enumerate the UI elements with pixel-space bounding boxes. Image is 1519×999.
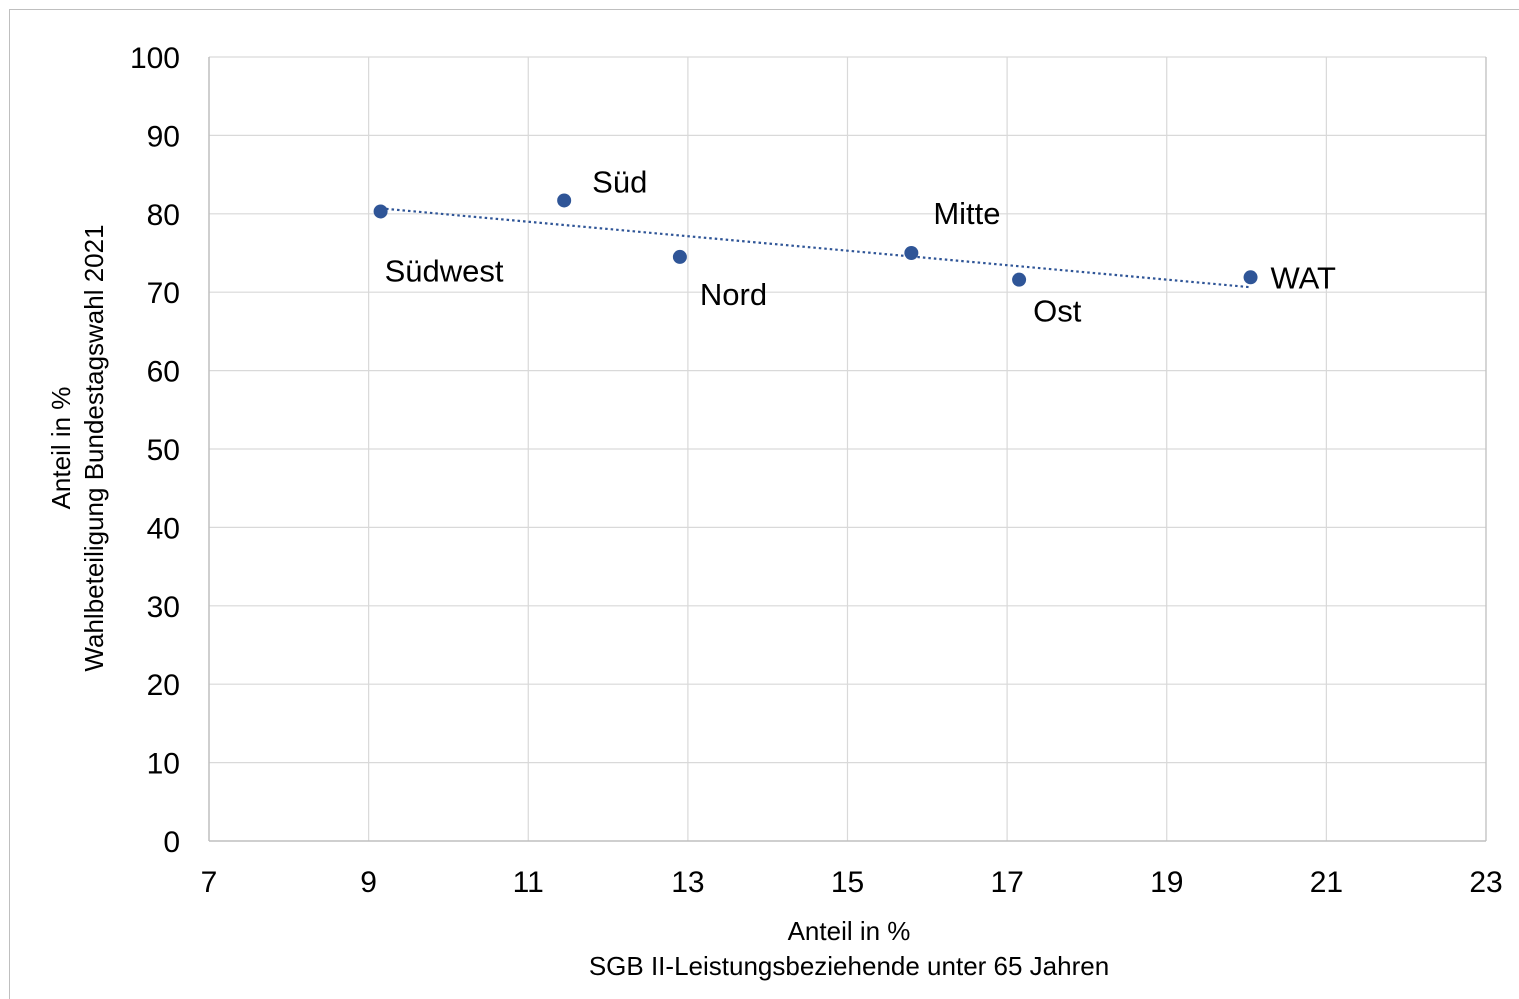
y-tick-labels: 0 10 20 30 40 50 60 70 80 90 100 bbox=[130, 42, 180, 859]
y-axis-title-line-2: Wahlbeteiligung Bundestagswahl 2021 bbox=[79, 224, 109, 671]
y-tick-label: 60 bbox=[147, 356, 180, 389]
x-tick-label: 11 bbox=[513, 866, 544, 899]
data-point-ost bbox=[1012, 272, 1027, 287]
x-tick-label: 9 bbox=[360, 866, 377, 899]
y-tick-label: 70 bbox=[147, 277, 180, 310]
point-label-wat: WAT bbox=[1271, 260, 1336, 295]
y-tick-label: 80 bbox=[147, 199, 180, 232]
data-point-wat bbox=[1243, 270, 1258, 285]
x-tick-label: 15 bbox=[831, 866, 864, 899]
y-tick-label: 100 bbox=[130, 42, 180, 75]
y-tick-label: 50 bbox=[147, 434, 180, 467]
x-tick-label: 23 bbox=[1469, 866, 1502, 899]
trendline-line bbox=[380, 207, 1251, 289]
grid-lines bbox=[209, 56, 1487, 841]
data-points bbox=[373, 193, 1258, 287]
point-labels: Südwest Süd Nord Mitte Ost WAT bbox=[385, 164, 1336, 328]
x-axis-title-line-1: Anteil in % bbox=[788, 916, 911, 946]
x-tick-label: 13 bbox=[671, 866, 704, 899]
point-label-südwest: Südwest bbox=[385, 253, 504, 288]
x-tick-labels: 7 9 11 13 15 17 19 21 23 bbox=[201, 866, 1503, 899]
data-point-südwest bbox=[373, 204, 388, 219]
data-point-nord bbox=[672, 249, 687, 264]
x-tick-label: 21 bbox=[1310, 866, 1343, 899]
point-label-nord: Nord bbox=[700, 277, 767, 312]
y-axis-title-line-1: Anteil in % bbox=[46, 387, 76, 510]
y-tick-label: 30 bbox=[147, 591, 180, 624]
point-label-ost: Ost bbox=[1033, 294, 1082, 329]
y-tick-label: 10 bbox=[147, 748, 180, 781]
y-tick-label: 0 bbox=[163, 826, 180, 859]
x-tick-label: 7 bbox=[201, 866, 218, 899]
point-label-mitte: Mitte bbox=[933, 196, 1000, 231]
point-label-süd: Süd bbox=[592, 164, 647, 199]
axes bbox=[208, 57, 1487, 842]
y-tick-label: 20 bbox=[147, 669, 180, 702]
x-tick-label: 19 bbox=[1150, 866, 1183, 899]
data-point-süd bbox=[557, 193, 572, 208]
x-axis-title-line-2: SGB II-Leistungsbeziehende unter 65 Jahr… bbox=[589, 951, 1109, 981]
chart-frame bbox=[9, 9, 1519, 999]
y-tick-label: 90 bbox=[147, 120, 180, 153]
data-point-mitte bbox=[904, 246, 919, 260]
trendline bbox=[380, 207, 1251, 289]
y-tick-label: 40 bbox=[147, 512, 180, 545]
x-tick-label: 17 bbox=[990, 866, 1023, 899]
